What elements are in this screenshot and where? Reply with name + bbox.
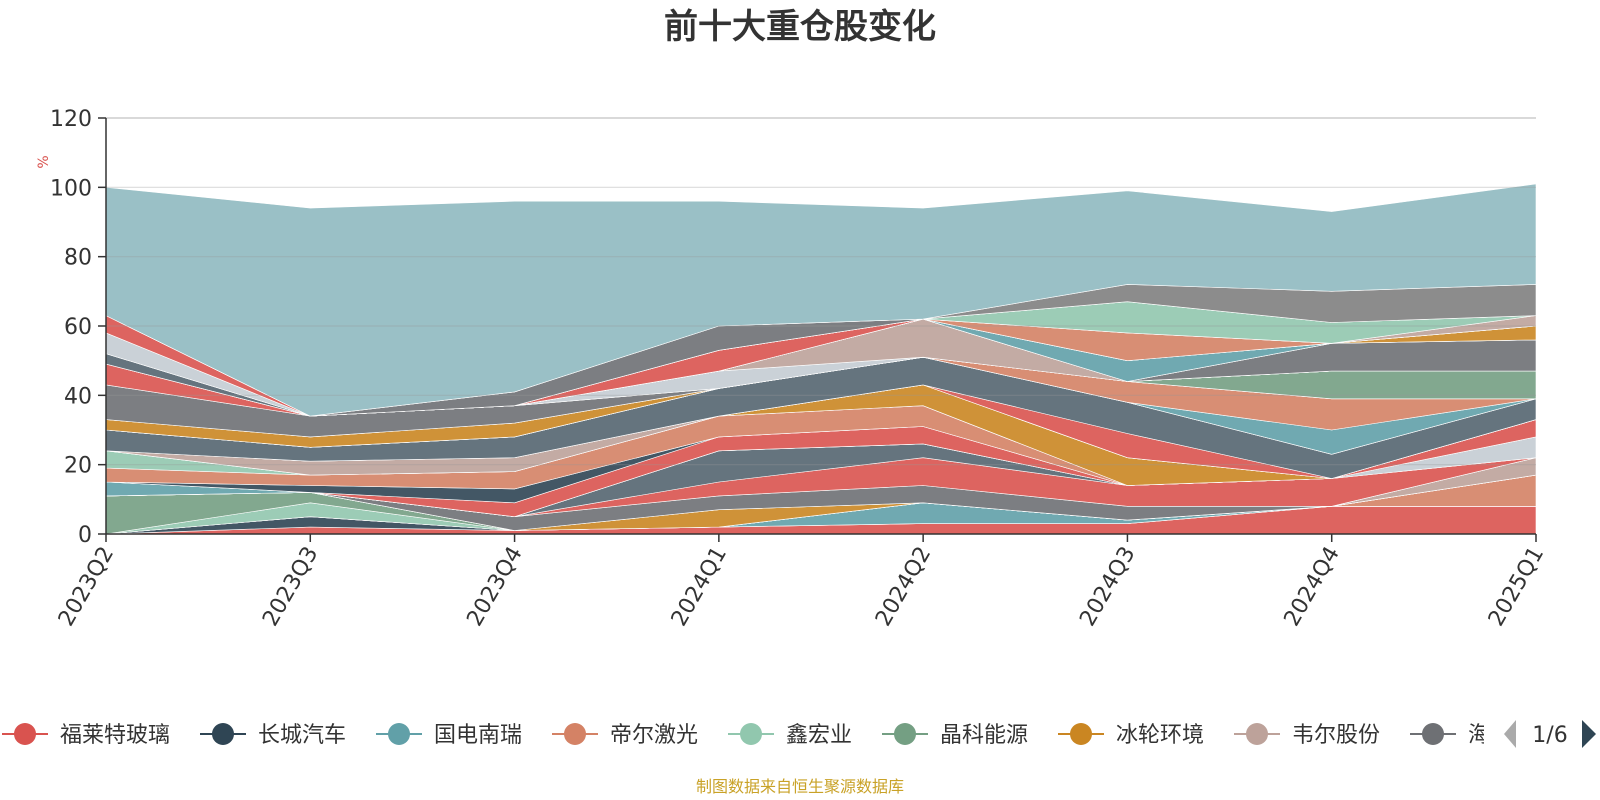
- legend-label: 福莱特玻璃: [60, 723, 170, 748]
- legend-marker-icon: [564, 723, 586, 745]
- legend-page-indicator: 1/6: [1532, 723, 1567, 748]
- x-tick-label-3: 2024Q1: [667, 543, 732, 631]
- x-tick-label-1: 2023Q3: [258, 543, 323, 631]
- legend-marker-icon: [740, 723, 762, 745]
- legend-marker-icon: [894, 723, 916, 745]
- legend-item-5[interactable]: 晶科能源: [882, 723, 1028, 748]
- y-tick-label-2: 40: [64, 384, 92, 409]
- chart-title: 前十大重仓股变化: [664, 7, 936, 47]
- area-layers: [106, 183, 1536, 534]
- legend-next-arrow-icon[interactable]: [1582, 720, 1596, 748]
- area-series-42: [106, 183, 1536, 417]
- y-tick-label-4: 80: [64, 246, 92, 271]
- legend-prev-arrow-icon[interactable]: [1504, 720, 1516, 748]
- y-tick-label-1: 20: [64, 454, 92, 479]
- x-tick-label-6: 2024Q4: [1280, 543, 1345, 631]
- y-tick-label-6: 120: [50, 107, 92, 132]
- legend-marker-icon: [212, 723, 234, 745]
- legend-item-0[interactable]: 福莱特玻璃: [2, 723, 170, 748]
- y-tick-label-0: 0: [78, 523, 92, 548]
- source-note: 制图数据来自恒生聚源数据库: [696, 777, 904, 796]
- legend-marker-icon: [1422, 723, 1444, 745]
- y-axis-unit: %: [36, 155, 52, 168]
- legend-marker-icon: [1246, 723, 1268, 745]
- x-tick-label-4: 2024Q2: [871, 543, 936, 631]
- x-tick-labels: 2023Q2 2023Q3 2023Q4 2024Q1 2024Q2 2024Q3 2024…: [54, 543, 1549, 631]
- axes: [98, 117, 1537, 542]
- legend-label: 晶科能源: [940, 723, 1028, 748]
- legend-label: 海: [1468, 723, 1490, 748]
- x-tick-label-0: 2023Q2: [54, 543, 119, 631]
- x-tick-label-7: 2025Q1: [1484, 543, 1549, 631]
- x-tick-label-2: 2023Q4: [462, 543, 527, 631]
- legend-item-7[interactable]: 韦尔股份: [1234, 723, 1380, 748]
- legend-label: 长城汽车: [258, 723, 346, 748]
- legend-label: 国电南瑞: [434, 723, 522, 748]
- legend-marker-icon: [14, 723, 36, 745]
- legend-item-4[interactable]: 鑫宏业: [728, 723, 852, 748]
- legend-item-1[interactable]: 长城汽车: [200, 723, 346, 748]
- legend-label: 鑫宏业: [786, 723, 852, 748]
- legend-marker-icon: [388, 723, 410, 745]
- legend-item-8[interactable]: 海: [1410, 723, 1490, 748]
- grid-lines: [106, 117, 1536, 466]
- y-tick-labels: 0 20 40 60 80 100 120: [50, 107, 92, 548]
- x-tick-label-5: 2024Q3: [1075, 543, 1140, 631]
- legend-item-2[interactable]: 国电南瑞: [376, 723, 522, 748]
- legend: 福莱特玻璃 长城汽车 国电南瑞 帝尔激光 鑫宏业 晶科能源 冰轮环境 韦尔股份 海 1/6: [2, 720, 1596, 748]
- y-tick-label-5: 100: [50, 176, 92, 201]
- legend-item-6[interactable]: 冰轮环境: [1058, 723, 1204, 748]
- legend-marker-icon: [1070, 723, 1092, 745]
- legend-label: 韦尔股份: [1292, 723, 1380, 748]
- legend-item-3[interactable]: 帝尔激光: [552, 723, 698, 748]
- y-tick-label-3: 60: [64, 315, 92, 340]
- legend-label: 冰轮环境: [1116, 723, 1204, 748]
- legend-label: 帝尔激光: [610, 723, 698, 748]
